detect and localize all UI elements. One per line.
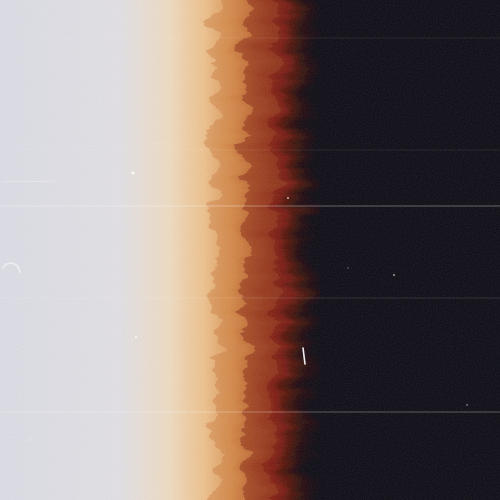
film-frame-image xyxy=(0,0,500,500)
film-grain xyxy=(0,0,500,500)
film-frame xyxy=(0,0,500,500)
